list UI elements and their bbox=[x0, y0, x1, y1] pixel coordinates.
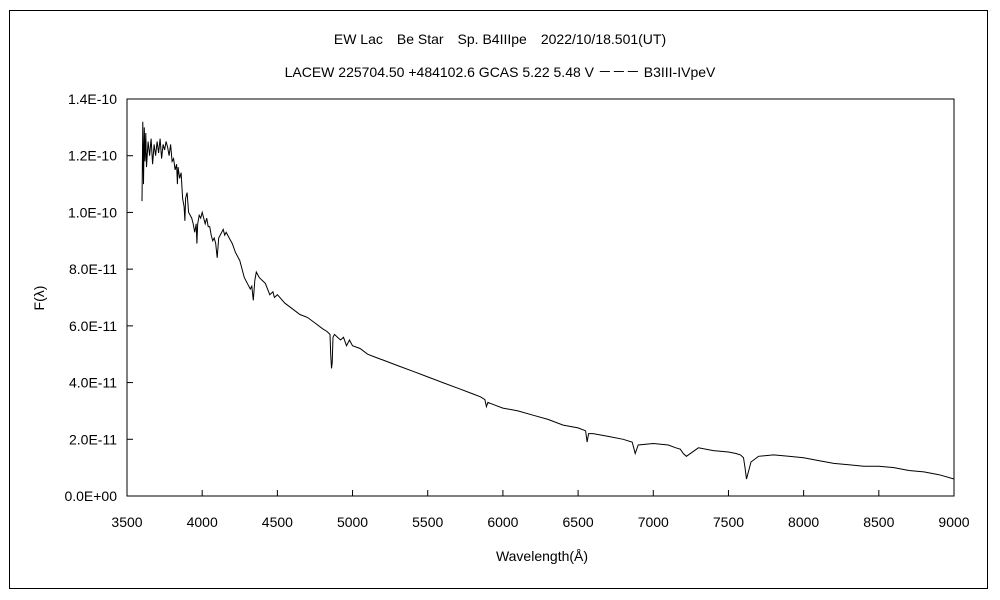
y-tick-label: 8.0E-11 bbox=[69, 261, 117, 277]
x-tick-label: 6000 bbox=[487, 514, 518, 530]
x-tick-label: 6500 bbox=[563, 514, 594, 530]
y-tick-label: 0.0E+00 bbox=[64, 488, 117, 504]
x-tick-label: 4000 bbox=[187, 514, 218, 530]
x-tick-label: 8500 bbox=[863, 514, 894, 530]
x-tick-label: 7000 bbox=[638, 514, 669, 530]
y-axis-label: F(λ) bbox=[31, 286, 47, 311]
x-tick-label: 9000 bbox=[938, 514, 969, 530]
y-tick-label: 2.0E-11 bbox=[69, 431, 117, 447]
y-tick-label: 6.0E-11 bbox=[69, 318, 117, 334]
x-tick-label: 3500 bbox=[111, 514, 142, 530]
y-axis: 0.0E+00 2.0E-11 4.0E-11 6.0E-11 8.0E-11 1.0E-… bbox=[64, 91, 133, 504]
x-axis: 3500 4000 4500 5000 5500 6000 6500 7000 7500 8000… bbox=[111, 490, 970, 530]
x-tick-label: 5000 bbox=[337, 514, 368, 530]
x-axis-label: Wavelength(Å) bbox=[496, 548, 588, 564]
y-tick-label: 1.2E-10 bbox=[68, 148, 117, 164]
x-tick-label: 7500 bbox=[713, 514, 744, 530]
plot-area bbox=[126, 98, 955, 497]
x-tick-label: 4500 bbox=[262, 514, 293, 530]
y-tick-label: 1.0E-10 bbox=[68, 204, 117, 220]
y-tick-label: 4.0E-11 bbox=[69, 375, 117, 391]
x-tick-label: 8000 bbox=[788, 514, 819, 530]
chart-subtitle: LACEW 225704.50 +484102.6 GCAS 5.22 5.48… bbox=[285, 64, 716, 80]
y-tick-label: 1.4E-10 bbox=[68, 91, 117, 107]
chart-title: EW Lac Be Star Sp. B4IIIpe 2022/10/18.50… bbox=[334, 31, 666, 47]
spectrum-line bbox=[141, 121, 955, 480]
x-tick-label: 5500 bbox=[412, 514, 443, 530]
